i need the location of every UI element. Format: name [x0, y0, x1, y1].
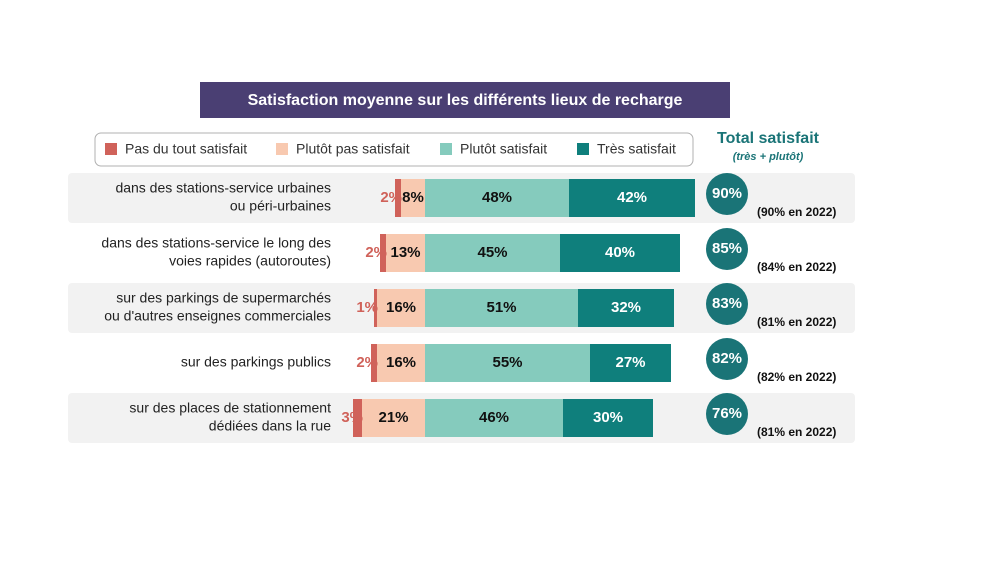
- legend-swatch: [276, 143, 288, 155]
- value-label: 32%: [611, 299, 641, 316]
- total-label: 85%: [712, 240, 742, 257]
- previous-label: (90% en 2022): [757, 205, 836, 219]
- value-label: 40%: [605, 244, 635, 261]
- bar-segment: [380, 234, 386, 272]
- category-label: sur des parkings de supermarchés: [116, 290, 331, 306]
- bar-segment: [425, 289, 578, 327]
- value-label: 45%: [477, 244, 507, 261]
- bar-segment: [353, 399, 362, 437]
- bar-segment: [401, 179, 425, 217]
- previous-label: (81% en 2022): [757, 425, 836, 439]
- value-label: 48%: [482, 189, 512, 206]
- legend-label: Plutôt pas satisfait: [296, 141, 410, 157]
- legend-swatch: [105, 143, 117, 155]
- value-label: 30%: [593, 409, 623, 426]
- category-label: dédiées dans la rue: [209, 418, 331, 434]
- previous-label: (82% en 2022): [757, 370, 836, 384]
- total-circle: [706, 283, 748, 325]
- total-label: 90%: [712, 185, 742, 202]
- bar-segment: [425, 234, 560, 272]
- bar-segment: [362, 399, 425, 437]
- chart-title: Satisfaction moyenne sur les différents …: [248, 92, 683, 109]
- total-label: 83%: [712, 295, 742, 312]
- category-label: ou péri-urbaines: [230, 198, 331, 214]
- category-label: dans des stations-service urbaines: [115, 180, 331, 196]
- bar-segment: [371, 344, 377, 382]
- legend-box: [94, 132, 694, 167]
- value-label: 16%: [386, 354, 416, 371]
- value-label: 2%: [380, 189, 402, 206]
- legend-swatch: [440, 143, 452, 155]
- legend-label: Très satisfait: [597, 141, 676, 157]
- value-label: 55%: [492, 354, 522, 371]
- category-label: ou d'autres enseignes commerciales: [104, 308, 331, 324]
- bar-segment: [560, 234, 680, 272]
- total-subtitle: (très + plutôt): [733, 151, 804, 163]
- value-label: 27%: [615, 354, 645, 371]
- value-label: 13%: [390, 244, 420, 261]
- total-circle: [706, 393, 748, 435]
- legend-swatch: [577, 143, 589, 155]
- bar-segment: [563, 399, 653, 437]
- bar-segment: [386, 234, 425, 272]
- value-label: 8%: [402, 189, 424, 206]
- bar-segment: [395, 179, 401, 217]
- total-label: 82%: [712, 350, 742, 367]
- value-label: 2%: [365, 244, 387, 261]
- total-circle: [706, 228, 748, 270]
- legend-label: Plutôt satisfait: [460, 141, 547, 157]
- total-circle: [706, 173, 748, 215]
- category-label: sur des places de stationnement: [129, 400, 331, 416]
- value-label: 1%: [356, 299, 378, 316]
- bar-segment: [569, 179, 695, 217]
- value-label: 42%: [617, 189, 647, 206]
- bar-segment: [425, 399, 563, 437]
- title-box: [200, 82, 730, 118]
- bar-segment: [590, 344, 671, 382]
- total-circle: [706, 338, 748, 380]
- bar-segment: [377, 344, 425, 382]
- value-label: 51%: [486, 299, 516, 316]
- category-label: voies rapides (autoroutes): [169, 253, 331, 269]
- bar-segment: [425, 344, 590, 382]
- previous-label: (81% en 2022): [757, 315, 836, 329]
- total-title: Total satisfait: [717, 130, 820, 147]
- legend-label: Pas du tout satisfait: [125, 141, 247, 157]
- value-label: 46%: [479, 409, 509, 426]
- bar-segment: [374, 289, 377, 327]
- value-label: 3%: [341, 409, 363, 426]
- value-label: 21%: [378, 409, 408, 426]
- bar-segment: [377, 289, 425, 327]
- total-label: 76%: [712, 405, 742, 422]
- bar-segment: [578, 289, 674, 327]
- value-label: 16%: [386, 299, 416, 316]
- category-label: dans des stations-service le long des: [101, 235, 331, 251]
- bar-segment: [425, 179, 569, 217]
- previous-label: (84% en 2022): [757, 260, 836, 274]
- category-label: sur des parkings publics: [181, 354, 331, 370]
- value-label: 2%: [356, 354, 378, 371]
